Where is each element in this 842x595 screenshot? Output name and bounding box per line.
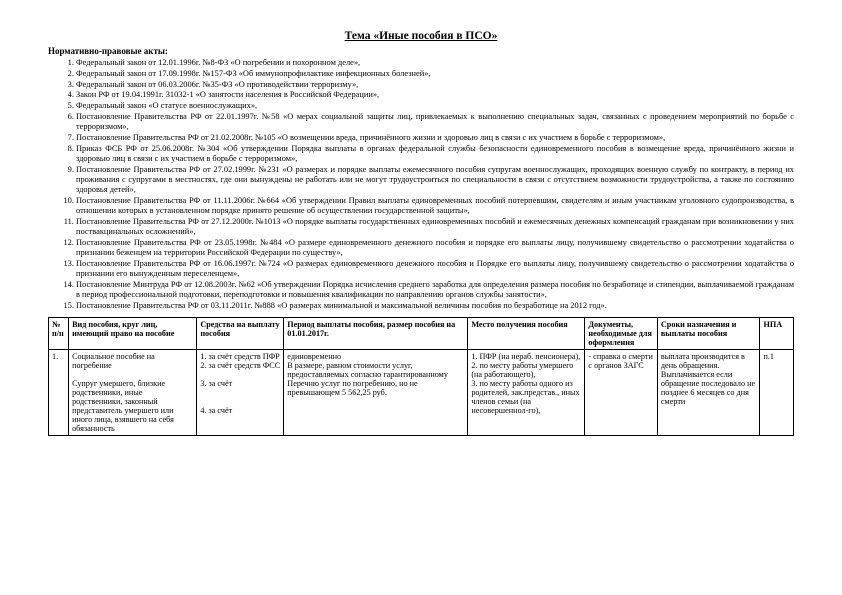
list-item: Федеральный закон от 12.01.1996г. №8-ФЗ … (76, 58, 794, 68)
cell-kind: Социальное пособие на погребение Супруг … (69, 350, 197, 436)
list-item: Постановление Правительства РФ от 23.05.… (76, 238, 794, 259)
document-page: Тема «Иные пособия в ПСО» Нормативно-пра… (0, 0, 842, 436)
col-kind: Вид пособия, круг лиц, имеющий право на … (69, 318, 197, 350)
list-item: Постановление Правительства РФ от 22.01.… (76, 112, 794, 133)
cell-term: выплата производится в день обращения. В… (657, 350, 760, 436)
col-source: Средства на выплату пособия (197, 318, 284, 350)
list-item: Постановление Правительства РФ от 27.12.… (76, 217, 794, 238)
section-heading: Нормативно-правовые акты: (48, 46, 794, 56)
list-item: Федеральный закон от 06.03.2006г. №35-ФЗ… (76, 80, 794, 90)
list-item: Постановление Правительства РФ от 16.06.… (76, 259, 794, 280)
cell-period: единовременно В размере, равном стоимост… (284, 350, 468, 436)
col-location: Место получения пособия (468, 318, 585, 350)
cell-number: 1. (49, 350, 69, 436)
benefits-table: № п/п Вид пособия, круг лиц, имеющий пра… (48, 317, 794, 436)
list-item: Постановление Правительства РФ от 03.11.… (76, 301, 794, 311)
list-item: Постановление Правительства РФ от 21.02.… (76, 133, 794, 143)
col-docs: Документы, необходимые для оформления (585, 318, 657, 350)
col-number: № п/п (49, 318, 69, 350)
page-title: Тема «Иные пособия в ПСО» (48, 30, 794, 42)
list-item: Постановление Правительства РФ от 27.02.… (76, 165, 794, 196)
list-item: Приказ ФСБ РФ от 25.06.2008г. №304 «Об у… (76, 144, 794, 165)
list-item: Постановление Минтруда РФ от 12.08.2003г… (76, 280, 794, 301)
list-item: Закон РФ от 19.04.1991г. 31032-1 «О заня… (76, 90, 794, 100)
cell-npa: п.1 (760, 350, 794, 436)
cell-location: 1. ПФР (на нераб. пенсионера), 2. по мес… (468, 350, 585, 436)
cell-source: 1. за счёт средств ПФР 2. за счёт средст… (197, 350, 284, 436)
col-period: Период выплаты пособия, размер пособия н… (284, 318, 468, 350)
col-npa: НПА (760, 318, 794, 350)
list-item: Федеральный закон «О статусе военнослужа… (76, 101, 794, 111)
laws-list: Федеральный закон от 12.01.1996г. №8-ФЗ … (48, 58, 794, 311)
col-term: Сроки назначения и выплаты пособия (657, 318, 760, 350)
cell-docs: - справка о смерти с органов ЗАГС (585, 350, 657, 436)
list-item: Федеральный закон от 17.09.1998г. №157-Ф… (76, 69, 794, 79)
table-row: 1. Социальное пособие на погребение Супр… (49, 350, 794, 436)
list-item: Постановление Правительства РФ от 11.11.… (76, 196, 794, 217)
table-header-row: № п/п Вид пособия, круг лиц, имеющий пра… (49, 318, 794, 350)
